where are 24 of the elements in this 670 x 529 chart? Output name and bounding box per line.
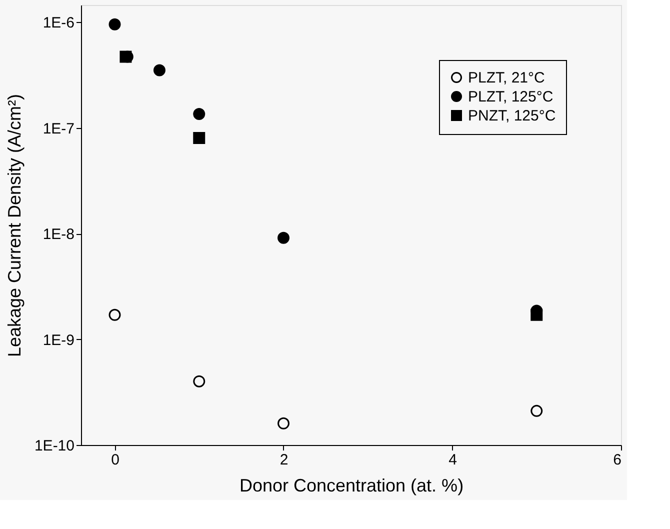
legend-label: PLZT, 21°C (468, 70, 546, 86)
x-tick-label: 4 (448, 452, 457, 468)
x-tick-label: 0 (111, 452, 120, 468)
point (278, 417, 290, 430)
y-axis-title: Leakage Current Density (A/cm²) (4, 94, 24, 358)
y-tick-label: 1E-6 (42, 14, 74, 32)
point (530, 404, 543, 417)
point (108, 18, 121, 30)
point (193, 375, 206, 388)
point (108, 308, 121, 321)
y-tick-label: 1E-10 (34, 438, 74, 454)
legend-label: PLZT, 125°C (468, 88, 554, 106)
point (278, 232, 290, 244)
point (193, 132, 206, 144)
point (193, 108, 206, 120)
point (153, 64, 166, 76)
y-tick-label: 1E-9 (42, 332, 74, 349)
x-axis-title: Donor Concentration (at. %) (239, 476, 464, 496)
x-tick-label: 2 (280, 452, 288, 468)
y-tick-label: 1E-8 (42, 226, 74, 244)
y-tick-label: 1E-7 (42, 120, 74, 138)
point (530, 308, 543, 321)
x-tick-label: 6 (613, 452, 622, 468)
legend-label: PNZT, 125°C (468, 108, 556, 124)
